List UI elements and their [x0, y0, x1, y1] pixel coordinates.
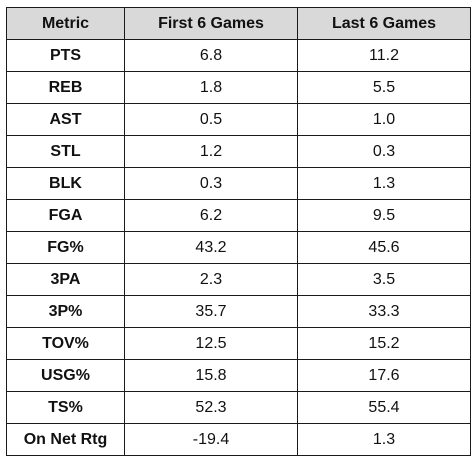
last-6-value-cell: 33.3 [297, 295, 471, 328]
table-row: TS% 52.3 55.4 [6, 391, 471, 424]
header-metric: Metric [6, 7, 125, 40]
metric-cell: STL [6, 135, 125, 168]
metric-cell: On Net Rtg [6, 423, 125, 456]
last-6-value-cell: 5.5 [297, 71, 471, 104]
last-6-value-cell: 1.0 [297, 103, 471, 136]
metric-cell: 3PA [6, 263, 125, 296]
last-6-value-cell: 55.4 [297, 391, 471, 424]
first-6-value-cell: 1.2 [124, 135, 298, 168]
last-6-value-cell: 1.3 [297, 423, 471, 456]
metric-cell: USG% [6, 359, 125, 392]
metric-cell: 3P% [6, 295, 125, 328]
first-6-value-cell: -19.4 [124, 423, 298, 456]
last-6-value-cell: 15.2 [297, 327, 471, 360]
table-row: FG% 43.2 45.6 [6, 231, 471, 264]
last-6-value-cell: 9.5 [297, 199, 471, 232]
header-first-6-games: First 6 Games [124, 7, 298, 40]
metric-cell: TOV% [6, 327, 125, 360]
first-6-value-cell: 6.2 [124, 199, 298, 232]
first-6-value-cell: 15.8 [124, 359, 298, 392]
table-header: Metric First 6 Games Last 6 Games [6, 7, 471, 40]
last-6-value-cell: 0.3 [297, 135, 471, 168]
first-6-value-cell: 6.8 [124, 39, 298, 72]
stats-table-container: Metric First 6 Games Last 6 Games PTS 6.… [6, 7, 471, 456]
first-6-value-cell: 43.2 [124, 231, 298, 264]
table-row: USG% 15.8 17.6 [6, 359, 471, 392]
table-body: PTS 6.8 11.2 REB 1.8 5.5 AST 0.5 1.0 STL… [6, 39, 471, 456]
table-row: FGA 6.2 9.5 [6, 199, 471, 232]
metric-cell: TS% [6, 391, 125, 424]
metric-cell: AST [6, 103, 125, 136]
stats-table: Metric First 6 Games Last 6 Games PTS 6.… [6, 7, 471, 456]
last-6-value-cell: 1.3 [297, 167, 471, 200]
last-6-value-cell: 11.2 [297, 39, 471, 72]
table-row: AST 0.5 1.0 [6, 103, 471, 136]
metric-cell: FG% [6, 231, 125, 264]
table-row: BLK 0.3 1.3 [6, 167, 471, 200]
metric-cell: FGA [6, 199, 125, 232]
last-6-value-cell: 45.6 [297, 231, 471, 264]
metric-cell: PTS [6, 39, 125, 72]
first-6-value-cell: 1.8 [124, 71, 298, 104]
first-6-value-cell: 0.3 [124, 167, 298, 200]
first-6-value-cell: 35.7 [124, 295, 298, 328]
table-row: STL 1.2 0.3 [6, 135, 471, 168]
table-row: 3PA 2.3 3.5 [6, 263, 471, 296]
table-row: TOV% 12.5 15.2 [6, 327, 471, 360]
first-6-value-cell: 2.3 [124, 263, 298, 296]
metric-cell: REB [6, 71, 125, 104]
table-row: On Net Rtg -19.4 1.3 [6, 423, 471, 456]
table-row: REB 1.8 5.5 [6, 71, 471, 104]
last-6-value-cell: 3.5 [297, 263, 471, 296]
last-6-value-cell: 17.6 [297, 359, 471, 392]
table-row: 3P% 35.7 33.3 [6, 295, 471, 328]
first-6-value-cell: 0.5 [124, 103, 298, 136]
table-row: PTS 6.8 11.2 [6, 39, 471, 72]
first-6-value-cell: 52.3 [124, 391, 298, 424]
header-row: Metric First 6 Games Last 6 Games [6, 7, 471, 40]
header-last-6-games: Last 6 Games [297, 7, 471, 40]
metric-cell: BLK [6, 167, 125, 200]
first-6-value-cell: 12.5 [124, 327, 298, 360]
